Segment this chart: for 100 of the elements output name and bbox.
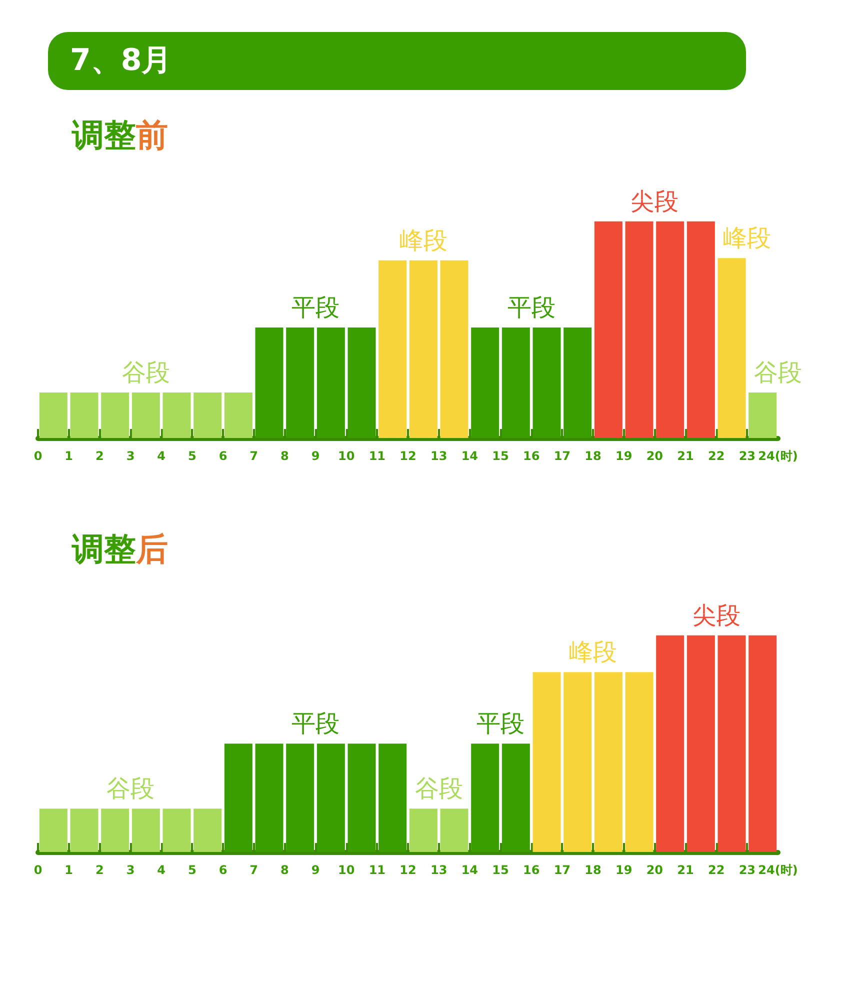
x-tick-label: 24(时): [758, 863, 798, 877]
bar: [686, 635, 715, 852]
x-tick-label: 9: [311, 449, 320, 463]
bar: [748, 392, 777, 438]
annotation: 谷段: [106, 774, 154, 803]
annotation: 峰段: [569, 638, 617, 666]
x-tick-label: 4: [157, 449, 166, 463]
x-tick-label: 12: [400, 863, 416, 877]
x-tick-label: 1: [64, 863, 74, 877]
x-tick-label: 15: [492, 449, 509, 463]
bar: [502, 744, 530, 852]
bar: [594, 221, 622, 438]
annotation: 峰段: [399, 226, 448, 254]
x-tick-label: 18: [584, 863, 602, 877]
bar: [224, 392, 252, 438]
bar: [409, 260, 438, 438]
chart-subtitle: 调整后: [72, 530, 168, 568]
bar: [625, 221, 654, 438]
x-tick-label: 8: [280, 863, 289, 877]
bar: [101, 392, 130, 438]
annotation: 平段: [507, 294, 556, 322]
bar: [471, 744, 500, 852]
bar: [194, 392, 222, 438]
x-tick-label: 19: [615, 863, 632, 877]
bar: [286, 744, 314, 852]
x-tick-label: 11: [368, 863, 386, 877]
bar: [255, 328, 284, 438]
bar: [656, 221, 684, 438]
x-tick-label: 17: [554, 863, 571, 877]
x-tick-label: 16: [522, 863, 540, 877]
bar: [656, 635, 684, 852]
x-tick-label: 24(时): [758, 449, 798, 463]
bar: [194, 808, 222, 852]
annotation: 峰段: [723, 224, 772, 252]
x-tick-label: 22: [708, 449, 725, 463]
x-tick-label: 4: [157, 863, 166, 877]
x-tick-label: 0: [34, 449, 42, 463]
bar: [70, 392, 98, 438]
x-tick-label: 19: [615, 449, 632, 463]
bar: [162, 808, 191, 852]
bar: [718, 258, 746, 438]
annotation: 谷段: [414, 774, 463, 803]
bar: [594, 672, 622, 852]
x-tick-label: 5: [188, 449, 196, 463]
x-tick-label: 20: [646, 863, 664, 877]
annotation: 平段: [476, 710, 524, 738]
x-tick-label: 21: [677, 863, 694, 877]
bar: [532, 672, 561, 852]
annotation: 谷段: [122, 358, 170, 386]
bar: [286, 328, 314, 438]
x-tick-label: 7: [250, 449, 258, 463]
bar: [132, 392, 160, 438]
bar: [625, 672, 654, 852]
x-tick-label: 2: [95, 863, 104, 877]
x-tick-label: 1: [64, 449, 74, 463]
x-tick-label: 16: [522, 449, 540, 463]
bar: [502, 328, 530, 438]
bar: [316, 328, 345, 438]
chart-subtitle: 调整前: [72, 116, 168, 154]
x-tick-label: 8: [280, 449, 289, 463]
bar: [440, 808, 468, 852]
bar: [255, 744, 284, 852]
x-tick-label: 13: [430, 449, 448, 463]
x-tick-label: 15: [492, 863, 509, 877]
bar: [348, 328, 376, 438]
bar: [224, 744, 252, 852]
bar: [316, 744, 345, 852]
x-tick-label: 6: [218, 449, 228, 463]
bar: [378, 744, 407, 852]
bar: [162, 392, 191, 438]
x-tick-label: 23: [738, 863, 756, 877]
bar: [378, 260, 407, 438]
x-tick-label: 10: [338, 449, 355, 463]
bar: [70, 808, 98, 852]
x-tick-label: 12: [400, 449, 416, 463]
x-tick-label: 3: [126, 449, 135, 463]
x-tick-label: 10: [338, 863, 355, 877]
x-tick-label: 7: [250, 863, 258, 877]
bar: [409, 808, 438, 852]
x-tick-label: 20: [646, 449, 664, 463]
bar: [471, 328, 500, 438]
annotation: 平段: [292, 710, 340, 738]
annotation: 平段: [292, 294, 340, 322]
x-tick-label: 2: [95, 449, 104, 463]
x-tick-label: 5: [188, 863, 196, 877]
bar: [564, 672, 592, 852]
x-tick-label: 13: [430, 863, 448, 877]
annotation: 尖段: [692, 601, 740, 630]
bar: [39, 808, 68, 852]
x-tick-label: 17: [554, 449, 571, 463]
bar: [564, 328, 592, 438]
chart-title: 7、8月: [48, 32, 746, 90]
x-tick-label: 22: [708, 863, 725, 877]
annotation: 谷段: [754, 358, 802, 386]
bar: [440, 260, 468, 438]
bar: [532, 328, 561, 438]
x-tick-label: 21: [677, 449, 694, 463]
x-tick-label: 9: [311, 863, 320, 877]
bar: [39, 392, 68, 438]
x-tick-label: 18: [584, 449, 602, 463]
